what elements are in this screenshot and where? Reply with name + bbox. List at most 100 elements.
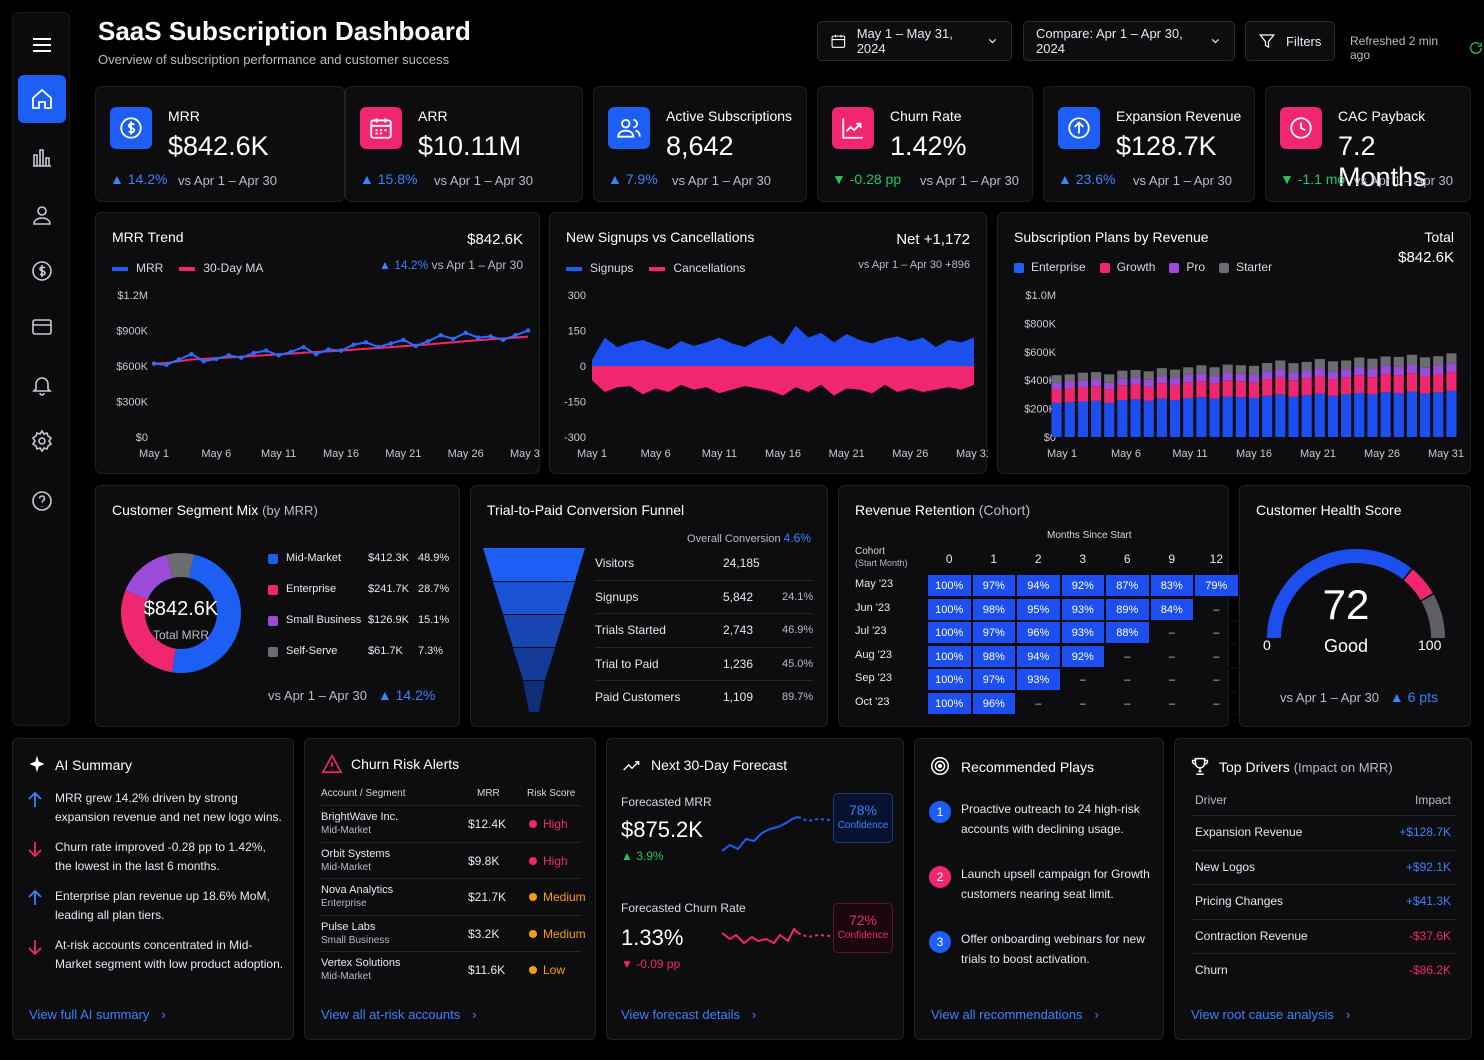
legend-signups: Signups <box>566 261 633 275</box>
menu-icon[interactable] <box>18 21 66 69</box>
plans-legend: Enterprise Growth Pro Starter <box>1014 260 1272 274</box>
bar-growth <box>1090 386 1102 401</box>
churn-account[interactable]: Nova Analytics <box>321 884 394 896</box>
mrr-point <box>288 349 294 354</box>
churn-divider <box>321 841 581 843</box>
kpi-vs: vs Apr 1 – Apr 30 <box>1354 173 1454 188</box>
kpi-card-cac-payback[interactable]: CAC Payback 7.2 Months ▼ -1.1 mo vs Apr 1 –… <box>1265 86 1471 202</box>
bar-pro <box>1288 372 1299 381</box>
home-icon[interactable] <box>18 75 66 123</box>
drivers-card: Top Drivers (Impact on MRR) Driver Impac… <box>1174 738 1472 1040</box>
retention-cell: 89% <box>1105 597 1150 621</box>
churn-risk-card: Churn Risk Alerts Account / Segment MRR … <box>304 738 596 1040</box>
bar-growth <box>1130 384 1141 400</box>
y-tick-label: -150 <box>564 397 586 409</box>
churn-account[interactable]: Pulse Labs <box>321 920 376 933</box>
bar-growth <box>1433 374 1444 393</box>
bar-pro <box>1090 379 1102 387</box>
bell-icon[interactable] <box>18 361 66 409</box>
area-cancellations <box>592 366 974 396</box>
bar-pro <box>1301 370 1312 379</box>
retention-cell: 100% <box>927 692 972 715</box>
filters-button[interactable]: Filters <box>1245 21 1335 61</box>
credit-card-icon[interactable] <box>18 303 66 351</box>
date-range-select[interactable]: May 1 – May 31, 2024 <box>817 21 1012 61</box>
help-icon[interactable] <box>18 477 66 525</box>
ai-summary-link[interactable]: View full AI summary › <box>29 1007 166 1022</box>
retention-cell: 100% <box>927 597 972 621</box>
drivers-link[interactable]: View root cause analysis › <box>1191 1007 1351 1022</box>
forecast-churn-delta: ▼ -0.09 pp <box>621 957 681 971</box>
bar-pro <box>1446 363 1457 373</box>
retention-cell: – <box>1194 668 1239 692</box>
forecast-title: Next 30-Day Forecast <box>651 757 788 773</box>
kpi-card-arr[interactable]: ARR $10.11M ▲ 15.8% vs Apr 1 – Apr 30 <box>345 86 583 202</box>
retention-cell: – <box>1016 692 1061 715</box>
x-tick-label: May 1 <box>1047 448 1077 460</box>
x-tick-label: May 26 <box>448 448 484 460</box>
churn-risk-link[interactable]: View all at-risk accounts › <box>321 1007 477 1022</box>
kpi-vs: vs Apr 1 – Apr 30 <box>920 173 1020 188</box>
dollar-circle-icon[interactable] <box>18 247 66 295</box>
kpi-card-mrr[interactable]: MRR $842.6K ▲ 14.2% vs Apr 1 – Apr 30 <box>95 86 345 202</box>
signups-legend: Signups Cancellations <box>566 261 745 275</box>
compare-select[interactable]: Compare: Apr 1 – Apr 30, 2024 <box>1023 21 1235 61</box>
churn-risk: Low <box>543 963 566 977</box>
kpi-card-churn-rate[interactable]: Churn Rate 1.42% ▼ -0.28 pp vs Apr 1 – Apr … <box>817 86 1033 202</box>
plays-link[interactable]: View all recommendations › <box>931 1007 1099 1022</box>
dollar-icon <box>110 107 152 149</box>
churn-account[interactable]: BrightWave Inc. <box>321 811 399 823</box>
segment-value: $241.7K <box>368 583 409 595</box>
kpi-delta: ▲ 7.9% <box>608 171 658 187</box>
x-tick-label: May 21 <box>1300 448 1336 460</box>
user-icon[interactable] <box>18 191 66 239</box>
driver-impact: +$41.3K <box>1405 894 1451 908</box>
bar-enterprise <box>1090 400 1102 437</box>
plays-card: Recommended Plays View all recommendatio… <box>914 738 1164 1040</box>
mrr-point <box>338 348 344 353</box>
bar-enterprise <box>1077 401 1088 437</box>
kpi-card-expansion-revenue[interactable]: Expansion Revenue $128.7K ▲ 23.6% vs Apr 1 … <box>1043 86 1255 202</box>
arrow-down-icon <box>27 840 43 863</box>
play-text: Proactive outreach to 24 high-risk accou… <box>961 802 1140 836</box>
churn-account[interactable]: Orbit Systems <box>321 847 391 860</box>
kpi-card-active-subscriptions[interactable]: Active Subscriptions 8,642 ▲ 7.9% vs Apr 1 … <box>593 86 807 202</box>
driver-divider <box>1191 953 1457 954</box>
retention-cell: 96% <box>1016 621 1061 645</box>
kpi-value: $842.6K <box>168 131 269 161</box>
bar-pro <box>1196 373 1207 382</box>
bar-starter <box>1196 365 1207 374</box>
bar-pro <box>1433 365 1444 375</box>
forecast-link[interactable]: View forecast details › <box>621 1007 757 1022</box>
bar-starter <box>1130 369 1141 378</box>
churn-account[interactable]: Vertex Solutions <box>321 957 401 969</box>
bar-pro <box>1209 376 1220 384</box>
forecast-mrr-sparkline <box>722 816 831 852</box>
clock-icon <box>1280 107 1322 149</box>
gear-icon[interactable] <box>18 417 66 465</box>
churn-risk-title: Churn Risk Alerts <box>351 756 460 772</box>
churn-divider <box>321 914 581 916</box>
refreshed-text: Refreshed 2 min ago <box>1350 34 1439 62</box>
funnel-divider <box>595 646 813 648</box>
retention-title: Revenue Retention (Cohort) <box>855 502 1031 518</box>
retention-cell: 97% <box>971 621 1016 645</box>
bar-pro <box>1143 379 1154 387</box>
x-tick-label: May 31 <box>510 448 541 460</box>
y-tick-label: $800K <box>1024 318 1056 330</box>
risk-dot <box>529 966 537 974</box>
funnel-value: 5,842 <box>723 589 754 604</box>
sparkle-icon <box>29 755 45 773</box>
bar-growth <box>1209 383 1220 399</box>
kpi-delta: ▲ 14.2% <box>110 171 168 187</box>
bar-pro <box>1051 383 1062 390</box>
bar-starter <box>1420 357 1431 368</box>
mrr-line-chart: $0 $300K $600K $900K $1.2M May 1 May 6 May 11 Ma… <box>116 290 541 460</box>
driver-divider <box>1191 918 1457 920</box>
bar-chart-icon[interactable] <box>18 133 66 181</box>
refresh-icon[interactable] <box>1468 40 1484 56</box>
x-tick-label: May 6 <box>201 448 231 460</box>
bar-enterprise <box>1433 392 1444 437</box>
driver-impact: +$128.7K <box>1399 825 1451 839</box>
kpi-label: Active Subscriptions <box>666 108 793 124</box>
